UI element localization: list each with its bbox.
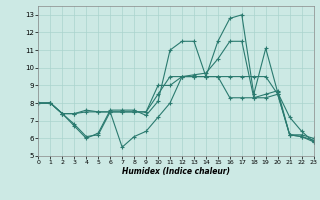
X-axis label: Humidex (Indice chaleur): Humidex (Indice chaleur) xyxy=(122,167,230,176)
